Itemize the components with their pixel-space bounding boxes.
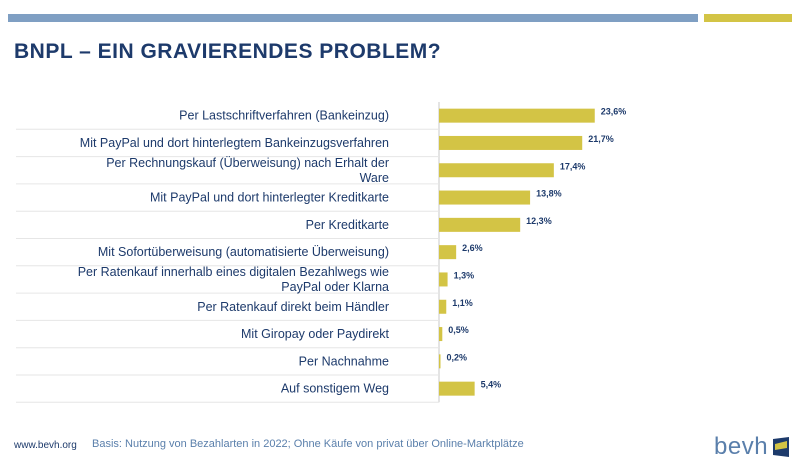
category-label-line: Ware: [360, 171, 389, 185]
category-label-line: Auf sonstigem Weg: [281, 382, 389, 396]
category-label-line: Per Ratenkauf innerhalb eines digitalen …: [78, 265, 389, 279]
top-accent-bar-blue: [8, 14, 698, 22]
bar: [439, 354, 441, 369]
value-label: 17,4%: [560, 161, 586, 171]
category-label: Auf sonstigem Weg: [281, 382, 389, 396]
value-label: 1,3%: [454, 270, 475, 280]
page-title: BNPL – EIN GRAVIERENDES PROBLEM?: [14, 40, 442, 63]
category-label-line: Per Lastschriftverfahren (Bankeinzug): [179, 109, 389, 123]
category-label: Mit PayPal und dort hinterlegter Kreditk…: [150, 191, 389, 205]
bar: [439, 381, 475, 396]
category-label: Mit PayPal und dort hinterlegtem Bankein…: [80, 136, 389, 150]
footer-note: Basis: Nutzung von Bezahlarten in 2022; …: [92, 438, 524, 450]
top-accent-bar-gold: [704, 14, 792, 22]
value-label: 5,4%: [481, 380, 502, 390]
category-label-line: Per Rechnungskauf (Überweisung) nach Erh…: [106, 156, 389, 170]
bar: [439, 190, 531, 205]
bevh-logo: bevh: [714, 432, 790, 462]
category-label-line: Mit Sofortüberweisung (automatisierte Üb…: [98, 245, 389, 259]
category-label: Mit Sofortüberweisung (automatisierte Üb…: [98, 245, 389, 259]
value-label: 2,6%: [462, 243, 483, 253]
category-label: Per Kreditkarte: [306, 218, 389, 232]
category-label: Per Ratenkauf innerhalb eines digitalen …: [78, 265, 389, 294]
bevh-logo-mark-icon: [773, 437, 789, 457]
category-label-line: PayPal oder Klarna: [281, 280, 389, 294]
category-label: Per Lastschriftverfahren (Bankeinzug): [179, 109, 389, 123]
category-label-line: Mit PayPal und dort hinterlegtem Bankein…: [80, 136, 389, 150]
value-label: 23,6%: [601, 107, 627, 117]
bar: [439, 272, 448, 287]
bar: [439, 108, 595, 123]
category-label: Mit Giropay oder Paydirekt: [241, 327, 390, 341]
category-label: Per Nachnahme: [299, 354, 389, 368]
category-label-line: Per Nachnahme: [299, 354, 389, 368]
category-label-line: Mit PayPal und dort hinterlegter Kreditk…: [150, 191, 389, 205]
category-label-line: Per Ratenkauf direkt beim Händler: [197, 300, 389, 314]
value-label: 0,5%: [448, 325, 469, 335]
value-label: 21,7%: [588, 134, 614, 144]
value-label: 12,3%: [526, 216, 552, 226]
bar-chart: Per Lastschriftverfahren (Bankeinzug) 23,…: [16, 102, 627, 403]
category-label-line: Mit Giropay oder Paydirekt: [241, 327, 390, 341]
category-label: Per Ratenkauf direkt beim Händler: [197, 300, 389, 314]
category-label-line: Per Kreditkarte: [306, 218, 389, 232]
bar: [439, 217, 521, 232]
footer-url: www.bevh.org: [14, 440, 77, 451]
category-label: Per Rechnungskauf (Überweisung) nach Erh…: [106, 156, 389, 185]
bar: [439, 327, 443, 342]
bar: [439, 299, 447, 314]
bar: [439, 163, 554, 178]
bar: [439, 135, 583, 150]
value-label: 13,8%: [536, 189, 562, 199]
bar: [439, 245, 457, 260]
value-label: 0,2%: [447, 352, 468, 362]
value-label: 1,1%: [452, 298, 473, 308]
logo-text: bevh: [714, 433, 769, 460]
